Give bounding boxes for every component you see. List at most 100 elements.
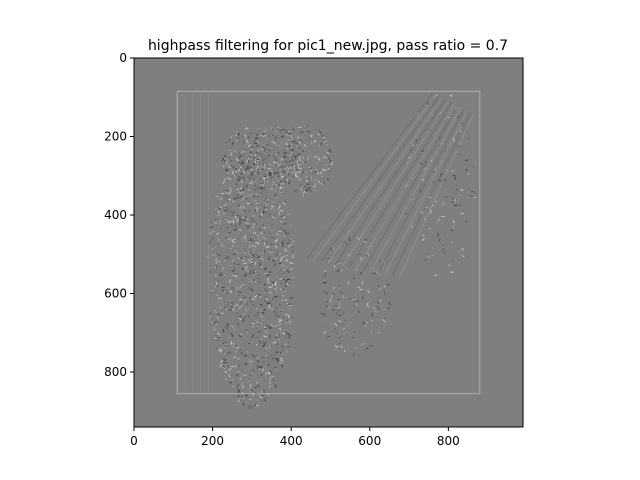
edge-stroke [280,268,284,271]
edge-stroke [267,153,269,155]
edge-stroke [293,165,295,169]
edge-stroke [257,355,260,359]
edge-stroke [461,127,463,129]
edge-stroke [238,175,242,179]
edge-stroke [265,129,267,131]
edge-stroke [256,144,260,147]
edge-stroke [234,170,238,173]
edge-stroke [260,232,263,235]
edge-stroke [237,358,241,361]
edge-stroke [277,207,279,210]
y-tick-label: 0 [119,51,127,65]
edge-stroke [457,154,460,156]
edge-stroke [286,270,290,273]
edge-stroke [229,381,233,384]
edge-stroke [246,159,248,164]
edge-stroke [269,327,273,329]
edge-stroke [445,220,448,222]
edge-stroke [236,215,241,217]
edge-stroke [306,125,309,128]
edge-stroke [227,171,230,174]
edge-stroke [265,274,270,277]
edge-stroke [267,198,269,201]
edge-stroke [240,180,243,183]
edge-stroke [241,191,245,195]
edge-stroke [232,240,235,244]
edge-stroke [338,320,342,323]
edge-stroke [275,169,277,172]
edge-stroke [367,290,370,294]
edge-stroke [256,200,259,203]
edge-stroke [288,172,291,175]
edge-stroke [439,173,443,177]
edge-stroke [332,246,335,250]
edge-stroke [252,274,256,277]
edge-stroke [283,257,286,260]
edge-stroke [373,270,376,273]
edge-stroke [388,302,392,306]
edge-stroke [215,275,217,278]
edge-stroke [303,144,307,147]
edge-stroke [251,334,255,339]
edge-stroke [441,244,444,247]
edge-stroke [277,179,279,182]
edge-stroke [256,254,259,256]
edge-stroke [227,238,232,240]
edge-stroke [249,360,254,362]
edge-stroke [264,266,266,271]
edge-stroke [259,261,262,265]
edge-stroke [269,369,273,374]
edge-stroke [208,316,212,319]
edge-stroke [373,288,375,290]
edge-stroke [281,244,284,248]
edge-stroke [432,200,434,202]
edge-stroke [340,270,344,272]
edge-stroke [460,188,463,192]
edge-stroke [264,330,267,333]
edge-stroke [423,167,426,172]
edge-stroke [322,181,325,185]
edge-stroke [239,168,242,171]
edge-stroke [328,149,330,153]
edge-stroke [276,233,279,236]
edge-stroke [225,378,227,381]
edge-stroke [273,287,278,290]
edge-stroke [323,280,326,282]
filtered-image [134,58,523,427]
edge-stroke [292,140,296,143]
edge-stroke [250,300,253,303]
edge-stroke [342,101,449,267]
edge-stroke [215,259,218,262]
edge-stroke [298,178,302,181]
edge-stroke [248,287,251,290]
edge-stroke [263,186,265,189]
edge-stroke [236,132,240,136]
edge-stroke [276,358,279,363]
edge-stroke [267,301,271,303]
edge-stroke [249,280,254,283]
edge-stroke [269,163,272,166]
edge-stroke [250,168,253,171]
edge-stroke [226,303,229,306]
edge-stroke [246,165,250,169]
edge-stroke [461,192,463,195]
edge-stroke [273,290,275,292]
edge-stroke [264,354,269,357]
edge-stroke [276,162,279,165]
edge-stroke [256,209,259,212]
edge-stroke [252,162,255,166]
x-tick-label: 600 [358,434,381,448]
edge-stroke [213,266,217,269]
edge-stroke [256,186,259,189]
edge-stroke [248,278,251,280]
edge-stroke [279,327,282,331]
edge-stroke [261,389,263,393]
edge-stroke [239,219,242,221]
edge-stroke [326,144,329,146]
edge-stroke [238,294,240,296]
edge-stroke [323,313,326,317]
edge-stroke [256,255,261,259]
edge-stroke [234,304,238,307]
edge-stroke [223,274,226,277]
x-axis: 0 200 400 600 800 [130,427,460,448]
